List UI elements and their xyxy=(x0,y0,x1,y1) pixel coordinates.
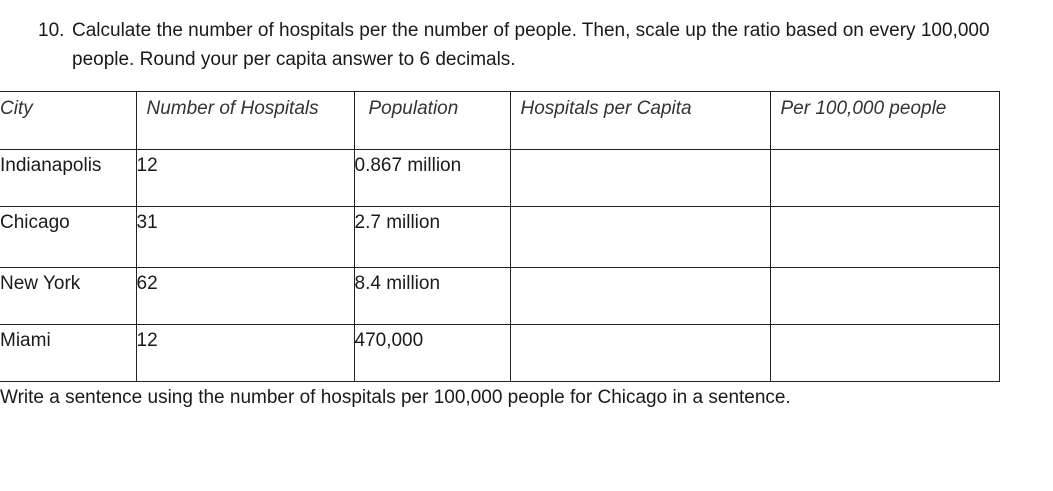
table-row: Chicago 31 2.7 million xyxy=(0,206,1000,268)
sentence-prompt: Write a sentence using the number of hos… xyxy=(0,387,791,408)
hospitals-cell: 12 xyxy=(135,324,355,382)
header-hospitals-per-capita: Hospitals per Capita xyxy=(509,91,771,150)
header-per-100000-people: Per 100,000 people xyxy=(769,91,1000,150)
population-cell: 8.4 million xyxy=(353,267,511,325)
per-100k-answer-cell[interactable] xyxy=(769,149,1000,207)
header-population: Population xyxy=(353,91,511,150)
hospitals-cell: 62 xyxy=(135,267,355,325)
per-capita-answer-cell[interactable] xyxy=(509,206,771,268)
header-city: City xyxy=(0,91,137,150)
table-row: Indianapolis 12 0.867 million xyxy=(0,149,1000,207)
hospitals-cell: 12 xyxy=(135,149,355,207)
question-number: 10. xyxy=(38,20,65,41)
per-100k-answer-cell[interactable] xyxy=(769,206,1000,268)
question-text: Calculate the number of hospitals per th… xyxy=(72,20,990,70)
population-cell: 0.867 million xyxy=(353,149,511,207)
per-100k-answer-cell[interactable] xyxy=(769,267,1000,325)
city-cell: Indianapolis xyxy=(0,149,137,207)
question-prompt: 10. Calculate the number of hospitals pe… xyxy=(38,16,1050,74)
city-cell: Miami xyxy=(0,324,137,382)
hospitals-table: City Number of Hospitals Population Hosp… xyxy=(0,91,1000,382)
header-number-of-hospitals: Number of Hospitals xyxy=(135,91,355,150)
table-header-row: City Number of Hospitals Population Hosp… xyxy=(0,91,1000,150)
table-row: New York 62 8.4 million xyxy=(0,267,1000,325)
table-row: Miami 12 470,000 xyxy=(0,324,1000,382)
population-cell: 470,000 xyxy=(353,324,511,382)
city-cell: New York xyxy=(0,267,137,325)
hospitals-cell: 31 xyxy=(135,206,355,268)
population-cell: 2.7 million xyxy=(353,206,511,268)
city-cell: Chicago xyxy=(0,206,137,268)
per-capita-answer-cell[interactable] xyxy=(509,149,771,207)
per-100k-answer-cell[interactable] xyxy=(769,324,1000,382)
per-capita-answer-cell[interactable] xyxy=(509,324,771,382)
per-capita-answer-cell[interactable] xyxy=(509,267,771,325)
